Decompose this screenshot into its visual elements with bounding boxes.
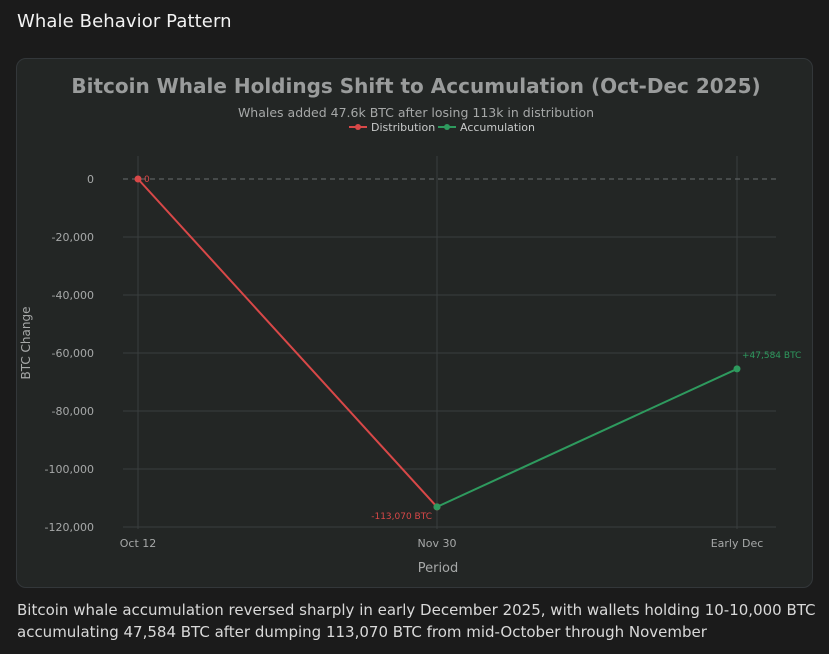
x-tick-label: Early Dec [711, 537, 764, 550]
chart-subtitle: Whales added 47.6k BTC after losing 113k… [238, 105, 594, 120]
legend-marker-accumulation [444, 124, 450, 130]
legend-item-distribution[interactable]: Distribution [349, 121, 435, 134]
legend-label-accumulation: Accumulation [460, 121, 535, 134]
legend-marker-distribution [355, 124, 361, 130]
series-line-distribution [137, 178, 438, 508]
series-line-accumulation [436, 368, 738, 508]
y-tick-label: -100,000 [45, 463, 94, 476]
page-title: Whale Behavior Pattern [17, 11, 232, 32]
x-tick-label: Nov 30 [418, 537, 457, 550]
chart-legend: Distribution Accumulation [349, 121, 535, 134]
y-tick-label: -80,000 [52, 405, 94, 418]
y-axis-label: BTC Change [19, 307, 33, 380]
legend-item-accumulation[interactable]: Accumulation [438, 121, 535, 134]
data-label: -113,070 BTC [371, 512, 432, 522]
chart-caption: Bitcoin whale accumulation reversed shar… [17, 601, 816, 641]
y-tick-label: -20,000 [52, 231, 94, 244]
y-tick-label: -40,000 [52, 289, 94, 302]
annotation-layer: 0 -113,070 BTC +47,584 BTC [144, 175, 801, 522]
y-tick-label: -120,000 [45, 521, 94, 534]
chart-title: Bitcoin Whale Holdings Shift to Accumula… [71, 74, 760, 98]
line-chart: Bitcoin Whale Holdings Shift to Accumula… [19, 74, 801, 576]
data-label: 0 [144, 175, 150, 185]
grid-layer [123, 156, 776, 529]
legend-label-distribution: Distribution [371, 121, 435, 134]
y-tick-label: -60,000 [52, 347, 94, 360]
y-tick-label: 0 [87, 173, 94, 186]
data-point-accumulation[interactable] [433, 503, 441, 511]
data-label: +47,584 BTC [742, 351, 801, 361]
axis-layer: 0 -20,000 -40,000 -60,000 -80,000 -100,000 -12… [45, 173, 764, 550]
x-tick-label: Oct 12 [120, 537, 157, 550]
x-axis-label: Period [418, 561, 459, 576]
series-layer [134, 175, 741, 511]
chart-card: Bitcoin Whale Holdings Shift to Accumula… [16, 58, 813, 588]
data-point-distribution[interactable] [134, 175, 142, 183]
data-point-accumulation[interactable] [733, 365, 741, 373]
